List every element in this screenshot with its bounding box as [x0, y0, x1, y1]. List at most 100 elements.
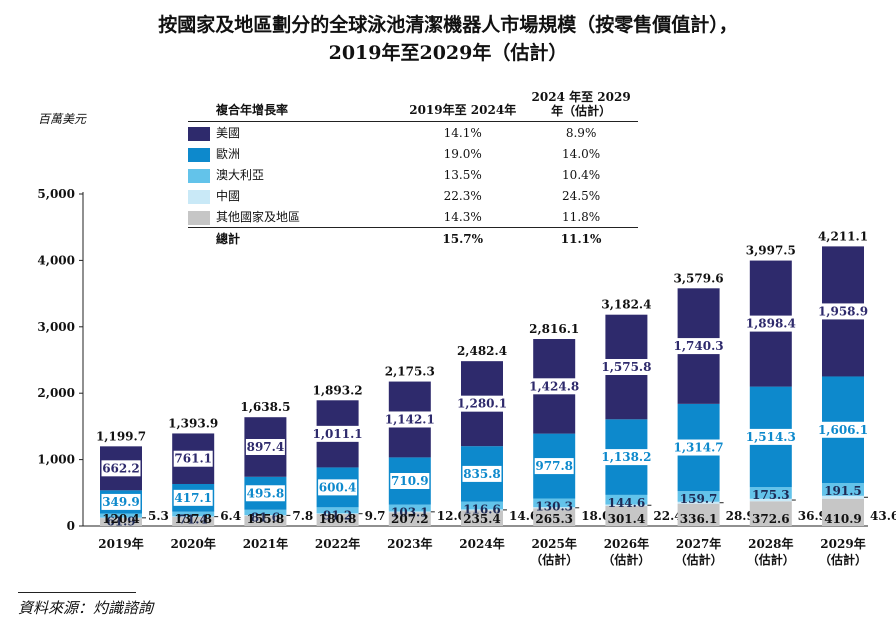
- legend-cagr-2-china: 24.5%: [562, 188, 601, 203]
- bar-segment: [316, 513, 359, 514]
- us-value-label: 1,958.9: [818, 304, 868, 318]
- europe-value-label: 1,314.7: [674, 441, 724, 455]
- bar-segment: [822, 498, 864, 526]
- legend-label-us: 美國: [216, 126, 241, 140]
- y-axis-unit-label: 百萬美元: [38, 112, 87, 126]
- y-tick-label: 2,000: [37, 386, 75, 400]
- bar-segment: [244, 509, 287, 516]
- x-tick-label: 2027年: [676, 536, 721, 551]
- australia-value-label: 159.7: [680, 492, 718, 506]
- legend-cagr-1-china: 22.3%: [443, 188, 482, 203]
- us-value-label: 761.1: [174, 452, 212, 466]
- bar-segment: [100, 518, 142, 526]
- europe-value-label-box: [534, 458, 574, 475]
- bar-segment: [749, 501, 792, 526]
- x-tick-label: 2025年: [531, 536, 576, 551]
- australia-value-label: 71.4: [179, 513, 208, 527]
- bar-segment: [749, 498, 792, 502]
- others-value-label: 207.2: [391, 512, 429, 526]
- y-tick-label: 1,000: [37, 453, 75, 467]
- us-value-label-box: [600, 359, 653, 376]
- china-value-label: 6.4: [220, 509, 241, 523]
- x-tick-label: 2023年: [387, 536, 432, 551]
- bar-segment: [388, 512, 431, 526]
- europe-value-label: 1,514.3: [746, 430, 796, 444]
- china-value-label: 43.6: [870, 509, 896, 523]
- x-tick-label: 2029年: [820, 536, 865, 551]
- europe-value-label-box: [744, 428, 797, 445]
- china-value-label: 9.7: [365, 509, 386, 523]
- us-value-label-box: [245, 439, 285, 456]
- legend-swatch-china: [188, 189, 210, 204]
- us-value-label-box: [528, 378, 581, 395]
- europe-value-label: 417.1: [174, 491, 212, 505]
- bar-segment: [533, 508, 576, 526]
- legend-cagr-1-europe: 19.0%: [443, 146, 482, 161]
- legend-row-others: 其他國家及地區 14.3% 11.8%: [188, 206, 638, 228]
- total-label: 4,211.1: [818, 229, 868, 243]
- bar-segment: [244, 515, 287, 516]
- legend-swatch-australia: [188, 168, 210, 183]
- x-tick-label: 2020年: [170, 536, 215, 551]
- bar-segment: [461, 509, 503, 511]
- others-value-label: 301.4: [608, 512, 646, 526]
- x-tick-label: 2019年: [98, 536, 143, 551]
- bar-segment: [677, 501, 720, 504]
- us-value-label: 1,011.1: [313, 427, 363, 441]
- legend-cagr-1-others: 14.3%: [443, 209, 482, 224]
- australia-value-label: 81.6: [251, 511, 280, 525]
- bar-segment: [605, 505, 648, 526]
- europe-value-label: 835.8: [463, 467, 501, 481]
- others-value-label: 180.8: [319, 512, 357, 526]
- x-tick-label: （估計）: [747, 552, 795, 567]
- us-value-label-box: [816, 303, 870, 320]
- europe-value-label-box: [390, 472, 430, 489]
- europe-value-label-box: [173, 489, 213, 506]
- legend-cagr-1-australia: 13.5%: [443, 167, 482, 182]
- chart-title-line-1: 按國家及地區劃分的全球泳池清潔機器人市場規模（按零售價值計），: [158, 14, 738, 36]
- us-value-label: 662.2: [102, 461, 140, 475]
- others-value-label: 372.6: [752, 512, 790, 526]
- legend-label-others: 其他國家及地區: [216, 210, 301, 224]
- total-label: 1,199.7: [96, 429, 146, 443]
- x-tick-label: 2024年: [459, 536, 504, 551]
- others-value-label: 155.8: [247, 512, 285, 526]
- y-tick-label: 4,000: [37, 253, 75, 267]
- europe-value-label: 710.9: [391, 474, 429, 488]
- legend-label-europe: 歐洲: [216, 147, 241, 161]
- china-value-label: 28.9: [726, 509, 755, 523]
- legend-row-us: 美國 14.1% 8.9%: [188, 122, 638, 144]
- legend-swatch-europe: [188, 147, 210, 162]
- legend-row-australia: 澳大利亞 13.5% 10.4%: [188, 164, 638, 185]
- legend-cagr-1-us: 14.1%: [443, 125, 482, 140]
- bar-segment: [172, 516, 215, 517]
- australia-value-label: 116.6: [463, 503, 501, 517]
- china-value-label: 22.4: [653, 509, 682, 523]
- us-value-label-box: [744, 315, 797, 332]
- bar-segment: [533, 507, 576, 509]
- bar-segment: [244, 515, 287, 526]
- total-label: 2,482.4: [457, 344, 507, 358]
- us-value-label: 897.4: [247, 440, 285, 454]
- bar-segment: [100, 517, 142, 519]
- europe-value-label: 349.9: [102, 495, 140, 509]
- us-value-label-box: [383, 411, 436, 428]
- y-tick-label: 5,000: [37, 187, 75, 201]
- europe-value-label-box: [245, 485, 285, 502]
- total-label: 3,997.5: [746, 244, 796, 258]
- europe-value-label: 1,606.1: [818, 423, 868, 437]
- others-value-label: 137.8: [174, 512, 212, 526]
- x-tick-label: 2026年: [604, 536, 649, 551]
- china-value-label: 14.6: [509, 509, 538, 523]
- bar-segment: [172, 511, 215, 517]
- bar-segment: [100, 513, 142, 518]
- others-value-label: 120.4: [102, 512, 140, 526]
- total-label: 3,579.6: [674, 271, 724, 285]
- bar-segment: [388, 511, 431, 513]
- x-tick-label: （估計）: [675, 552, 723, 567]
- legend-cagr-2-total: 11.1%: [524, 227, 638, 249]
- europe-value-label: 600.4: [319, 480, 357, 494]
- legend-cagr-2-australia: 10.4%: [562, 167, 601, 182]
- others-value-label: 410.9: [824, 512, 862, 526]
